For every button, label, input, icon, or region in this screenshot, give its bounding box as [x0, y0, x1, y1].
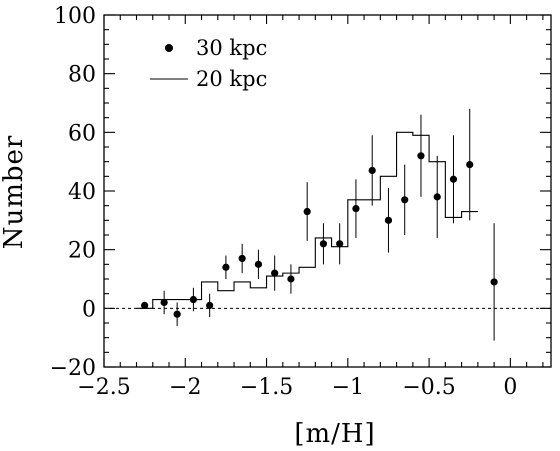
- data-point: [206, 301, 214, 309]
- data-point: [449, 175, 458, 183]
- data-point: [254, 260, 263, 268]
- x-tick-label: −1: [332, 375, 364, 400]
- data-point: [287, 275, 295, 283]
- data-point: [189, 295, 197, 304]
- legend-label-20kpc: 20 kpc: [196, 67, 267, 91]
- data-point: [384, 216, 393, 224]
- x-tick-label: −1.5: [240, 375, 293, 400]
- axis-ticks: [103, 14, 551, 368]
- data-point: [271, 269, 279, 277]
- data-point: [417, 152, 425, 160]
- data-point: [238, 254, 246, 263]
- legend-marker-30kpc: [165, 44, 173, 52]
- y-tick-label: 60: [68, 121, 96, 146]
- x-tick-label: −0.5: [402, 375, 455, 400]
- data-point: [222, 263, 230, 271]
- step-line-20kpc: [136, 131, 478, 309]
- data-point: [352, 205, 360, 213]
- x-axis-label: [m/H]: [294, 419, 375, 449]
- data-point: [319, 240, 328, 248]
- data-point: [401, 196, 409, 204]
- data-point: [368, 166, 376, 175]
- y-tick-label: 20: [68, 239, 96, 264]
- axis-tick-labels: −2.5 −2 −1.5 −1 −0.5 0 −20 0 20 40 60 80 100: [50, 4, 518, 400]
- y-axis-label: Number: [0, 135, 29, 250]
- y-tick-label: 100: [54, 4, 96, 29]
- data-point: [173, 310, 181, 318]
- data-point: [433, 193, 441, 201]
- data-point: [160, 298, 168, 307]
- x-tick-label: −2: [169, 375, 201, 400]
- data-point: [336, 240, 344, 248]
- data-point: [303, 207, 311, 216]
- x-tick-label: −2.5: [77, 375, 130, 400]
- legend-label-30kpc: 30 kpc: [196, 36, 267, 60]
- data-point: [141, 301, 149, 309]
- y-tick-label: 40: [68, 180, 96, 205]
- series-20kpc: [136, 131, 478, 309]
- x-tick-label: 0: [503, 375, 517, 400]
- y-tick-label: 80: [68, 63, 96, 88]
- legend: 30 kpc 20 kpc: [150, 36, 267, 91]
- y-tick-label: −20: [50, 356, 96, 381]
- y-tick-label: 0: [82, 297, 96, 322]
- data-point: [466, 161, 474, 169]
- data-point: [490, 278, 498, 286]
- series-30kpc: [141, 108, 498, 341]
